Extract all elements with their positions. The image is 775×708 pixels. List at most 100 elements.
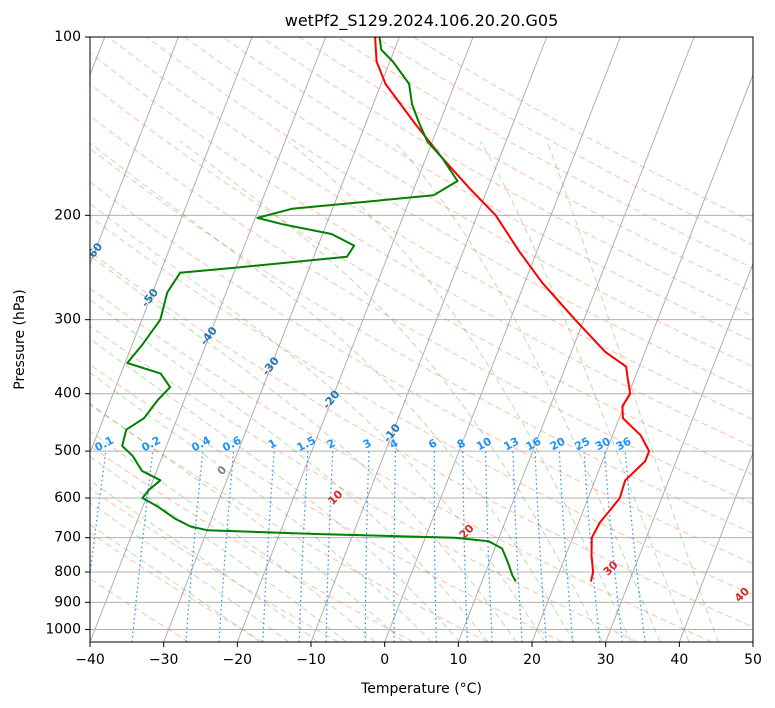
- y-tick-label: 600: [54, 490, 81, 506]
- mixing-ratio-line: [262, 451, 275, 642]
- dry-adiabat-line: [222, 37, 753, 342]
- dry-adiabat-line: [107, 37, 753, 421]
- y-tick-label: 800: [54, 564, 81, 580]
- dry-adiabat-line: [260, 37, 753, 317]
- mixing-ratio-label: 16: [524, 435, 544, 454]
- mixing-ratio-line: [512, 451, 523, 642]
- mixing-ratio-line: [485, 451, 493, 642]
- dry-adiabat-line: [90, 181, 753, 565]
- isotherm-gridline: [384, 37, 621, 642]
- mixing-ratio-line: [462, 451, 469, 642]
- mixing-ratio-line: [325, 451, 334, 642]
- sounding-traces: [121, 37, 651, 582]
- x-tick-label: 50: [744, 652, 762, 668]
- dry-adiabat-line: [337, 37, 753, 269]
- isotherm-label: -70: [30, 186, 53, 210]
- dry-adiabat-line: [90, 532, 264, 642]
- temperature-line: [374, 37, 651, 582]
- plot-frame: [89, 36, 754, 643]
- mixing-ratio-line: [393, 451, 397, 642]
- moist-adiabat-line: [546, 141, 719, 642]
- isotherm-label: -40: [197, 324, 220, 348]
- dry-adiabat-line: [90, 325, 638, 642]
- mixing-ratio-label: 13: [502, 435, 522, 454]
- moist-adiabat-line: [90, 456, 347, 642]
- mixing-ratio-label: 3: [361, 436, 374, 451]
- mixing-ratio-label: 25: [573, 435, 593, 454]
- mixing-ratio-line: [534, 451, 547, 642]
- dry-adiabat-line: [146, 37, 753, 394]
- moist-adiabat-line: [480, 141, 690, 642]
- plot-area: 0.10.20.40.611.52346810131620253036-100-…: [30, 37, 753, 642]
- y-axis: 100 200 300 400 500 600 700 800 900 1000: [45, 29, 90, 637]
- mixing-ratio-line: [433, 451, 437, 642]
- dry-adiabat-line: [90, 147, 753, 534]
- mixing-ratio-label: 36: [614, 435, 634, 454]
- moist-adiabat-line: [90, 254, 517, 642]
- mixing-ratio-label: 30: [593, 435, 613, 454]
- dry-adiabat-line: [90, 251, 753, 628]
- dewpoint-line: [121, 37, 517, 582]
- moist-adiabat-line: [90, 430, 376, 642]
- moist-adiabat-line: [90, 203, 546, 642]
- y-tick-label: 900: [54, 594, 81, 610]
- dry-adiabat-line: [90, 215, 753, 596]
- x-tick-label: −30: [149, 652, 179, 668]
- moist-adiabats: [90, 140, 719, 642]
- mixing-ratio-line: [624, 451, 646, 642]
- mixing-ratio-label: 1: [266, 436, 279, 451]
- moist-adiabat-line: [90, 523, 261, 642]
- isotherm-label: -20: [320, 388, 343, 412]
- reference-line-labels: 0.10.20.40.611.52346810131620253036-100-…: [30, 186, 752, 605]
- isotherm-gridline: [752, 640, 753, 642]
- y-tick-label: 400: [54, 386, 81, 402]
- isotherm-gridline: [90, 37, 179, 266]
- moist-adiabat-line: [287, 140, 632, 642]
- isotherm-gridline: [163, 37, 400, 642]
- moist-adiabat-line: [90, 338, 461, 642]
- dry-adiabat-line: [90, 487, 339, 642]
- x-axis: −40 −30 −20 −10 0 10 20 30 40 50: [75, 642, 762, 668]
- isotherm-gridline: [605, 262, 753, 642]
- isotherm-gridline: [531, 73, 753, 642]
- moist-adiabat-line: [90, 479, 319, 642]
- moist-adiabat-line: [394, 140, 661, 642]
- mixing-ratio-line: [583, 451, 601, 642]
- mixing-ratio-line: [218, 451, 235, 642]
- dry-adiabat-label: 40: [732, 584, 752, 604]
- y-tick-label: 200: [54, 207, 81, 223]
- y-tick-label: 500: [54, 443, 81, 459]
- isotherm-label: -10: [381, 421, 404, 445]
- dry-adiabat-line: [298, 37, 753, 293]
- dry-adiabat-line: [90, 83, 753, 476]
- dry-adiabat-line: [90, 577, 190, 642]
- dry-adiabat-line: [90, 364, 563, 642]
- mixing-ratio-lines: [90, 451, 646, 642]
- mixing-ratio-line: [558, 451, 574, 642]
- isotherm-label: -30: [259, 354, 282, 378]
- isotherm-gridline: [678, 451, 753, 642]
- mixing-ratio-line: [603, 451, 623, 642]
- x-tick-label: −10: [296, 652, 326, 668]
- x-tick-label: 20: [523, 652, 541, 668]
- y-axis-label: Pressure (hPa): [12, 289, 28, 389]
- moist-adiabat-line: [180, 140, 603, 642]
- mixing-ratio-line: [90, 451, 107, 580]
- mixing-ratio-line: [364, 451, 370, 642]
- dry-adiabat-line: [90, 52, 753, 448]
- isotherm-gridline: [457, 37, 695, 642]
- x-tick-label: 40: [670, 652, 688, 668]
- moist-adiabat-line: [90, 299, 489, 642]
- moist-adiabat-line: [90, 142, 575, 642]
- x-tick-label: 0: [380, 652, 389, 668]
- mixing-ratio-line: [298, 451, 309, 642]
- y-tick-label: 1000: [45, 621, 81, 637]
- moist-adiabat-line: [90, 372, 432, 642]
- x-tick-label: 10: [449, 652, 467, 668]
- y-tick-label: 700: [54, 530, 81, 546]
- mixing-ratio-line: [185, 451, 204, 642]
- x-tick-label: 30: [597, 652, 615, 668]
- dry-adiabat-line: [90, 403, 488, 642]
- isotherm-gridline: [90, 37, 253, 455]
